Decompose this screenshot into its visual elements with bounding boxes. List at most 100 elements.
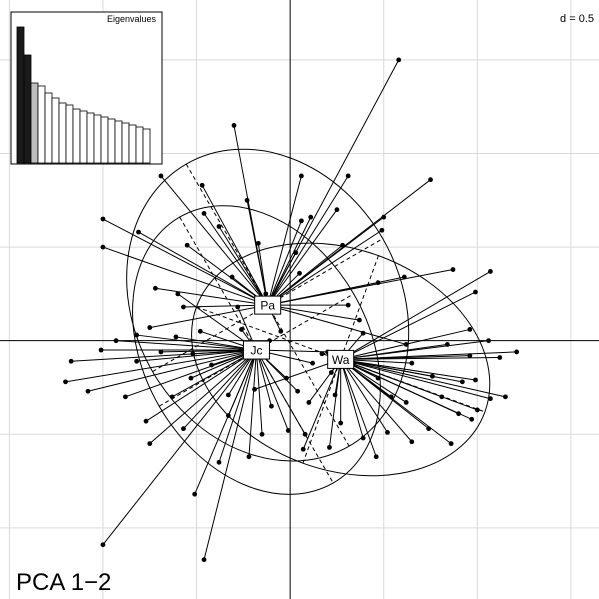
point-Pa bbox=[100, 216, 106, 222]
point-Pa bbox=[308, 214, 314, 220]
spoke-Wa bbox=[340, 358, 506, 398]
point-Jc bbox=[134, 358, 140, 364]
point-Wa bbox=[403, 400, 409, 405]
point-Jc bbox=[225, 392, 231, 398]
point-Pa bbox=[231, 123, 237, 128]
group-label-box-Jc bbox=[242, 340, 270, 360]
point-Jc bbox=[216, 459, 222, 465]
point-Pa bbox=[345, 173, 351, 179]
eigenvalue-bar bbox=[23, 54, 32, 164]
spoke-Wa bbox=[340, 359, 413, 443]
group-label-box-Pa bbox=[254, 295, 282, 315]
eigenvalue-bar bbox=[65, 104, 74, 164]
point-Pa bbox=[334, 207, 340, 213]
spoke-Wa bbox=[340, 358, 472, 420]
eigenvalue-bar bbox=[44, 92, 53, 164]
spoke-Pa bbox=[267, 304, 407, 345]
eigenvalues-title: Eigenvalues bbox=[107, 14, 157, 24]
point-Jc bbox=[147, 441, 153, 447]
spoke-Jc bbox=[160, 349, 257, 353]
spoke-Jc bbox=[171, 349, 257, 398]
point-Wa bbox=[360, 435, 366, 441]
eigenvalue-bar bbox=[135, 126, 144, 164]
point-Wa bbox=[459, 379, 465, 385]
spoke-Pa bbox=[102, 218, 268, 306]
point-Wa bbox=[497, 355, 503, 360]
point-Jc bbox=[175, 291, 181, 297]
point-Wa bbox=[439, 394, 445, 400]
spoke-Wa bbox=[340, 291, 476, 360]
eigenvalue-bar bbox=[121, 122, 130, 164]
point-Wa bbox=[360, 330, 366, 336]
point-Wa bbox=[474, 407, 480, 413]
group-label-Wa: Wa bbox=[332, 353, 350, 367]
spoke-Wa bbox=[340, 359, 388, 433]
eigenvalues-bars bbox=[16, 26, 151, 164]
spoke-Pa bbox=[267, 216, 312, 306]
point-Pa bbox=[340, 242, 345, 248]
spoke-Wa bbox=[340, 359, 377, 457]
point-Pa bbox=[278, 328, 284, 334]
spoke-Pa bbox=[183, 304, 268, 308]
spoke-Jc bbox=[145, 349, 257, 422]
spoke-Pa bbox=[267, 244, 343, 306]
eigenvalue-bar bbox=[51, 97, 60, 164]
point-Wa bbox=[300, 446, 306, 452]
point-Pa bbox=[357, 317, 362, 323]
point-Jc bbox=[113, 338, 119, 344]
point-Pa bbox=[298, 173, 304, 179]
point-Jc bbox=[310, 360, 316, 366]
eigenvalue-bar bbox=[107, 118, 116, 164]
point-Pa bbox=[158, 173, 164, 179]
point-Pa bbox=[345, 302, 351, 308]
point-Jc bbox=[269, 403, 274, 409]
spoke-Pa bbox=[267, 304, 360, 321]
spoke-Jc bbox=[65, 349, 257, 383]
point-Wa bbox=[332, 392, 338, 398]
spoke-Pa bbox=[267, 220, 302, 306]
point-Wa bbox=[488, 269, 493, 274]
point-Pa bbox=[181, 304, 186, 310]
eigenvalue-bar bbox=[142, 128, 151, 164]
spoke-Jc bbox=[255, 350, 263, 435]
point-Wa bbox=[327, 444, 332, 450]
eigenvalue-bar bbox=[86, 112, 95, 164]
group-label-box-Wa bbox=[327, 349, 355, 369]
spoke-Pa bbox=[155, 287, 268, 306]
point-Wa bbox=[467, 353, 473, 359]
point-Jc bbox=[100, 542, 106, 548]
point-Wa bbox=[467, 327, 473, 332]
ellipse-axis-Wa bbox=[302, 255, 379, 464]
eigenvalue-bar bbox=[37, 85, 46, 164]
spoke-Wa bbox=[340, 270, 491, 360]
group-label-Pa: Pa bbox=[260, 299, 275, 313]
point-Pa bbox=[244, 197, 250, 203]
point-Pa bbox=[297, 270, 302, 276]
point-Jc bbox=[235, 304, 241, 310]
point-Jc bbox=[225, 413, 231, 418]
eigenvalues-inset: Eigenvalues bbox=[10, 11, 163, 165]
point-Wa bbox=[375, 375, 381, 381]
spoke-Pa bbox=[267, 175, 349, 306]
spoke-Wa bbox=[340, 359, 452, 445]
spoke-Pa bbox=[267, 216, 385, 306]
point-Pa bbox=[403, 342, 409, 347]
point-Jc bbox=[123, 394, 128, 400]
spoke-Pa bbox=[267, 209, 338, 306]
spoke-Wa bbox=[340, 358, 491, 400]
ellipse-axis-Wa bbox=[196, 306, 486, 413]
spoke-Pa bbox=[102, 246, 268, 306]
scale-label: d = 0.5 bbox=[560, 13, 594, 25]
point-Wa bbox=[469, 416, 475, 422]
ellipse-axis-Pa bbox=[152, 238, 384, 373]
spoke-Pa bbox=[218, 226, 269, 306]
eigenvalue-bar bbox=[72, 108, 81, 164]
point-Wa bbox=[409, 360, 415, 366]
point-Jc bbox=[190, 351, 196, 357]
point-Pa bbox=[255, 240, 261, 246]
group-labels: Pa Jc Wa bbox=[242, 295, 355, 369]
point-Wa bbox=[430, 373, 435, 379]
spoke-Jc bbox=[116, 340, 257, 351]
point-Wa bbox=[448, 441, 454, 447]
eigenvalue-bar bbox=[128, 124, 137, 164]
